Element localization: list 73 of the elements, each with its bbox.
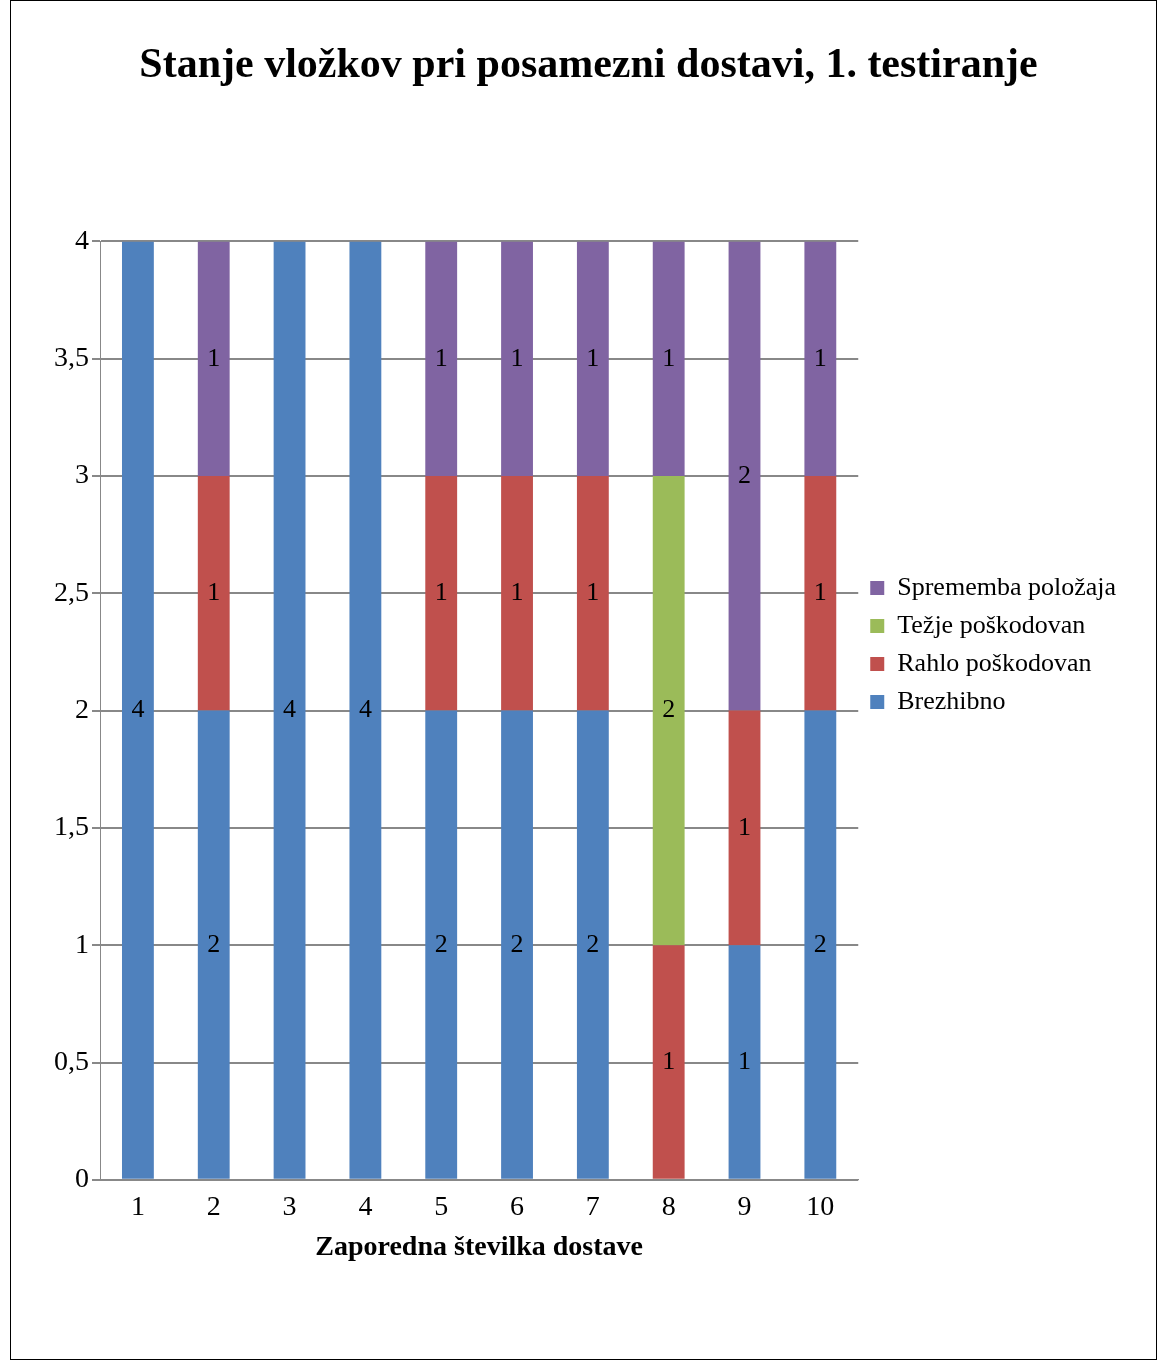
data-label: 1 [510,577,524,607]
bar [197,476,230,711]
x-tick-label: 1 [130,1189,145,1221]
y-tick-label: 3,5 [54,341,89,373]
bar [728,710,761,946]
bar [728,241,761,711]
data-label: 1 [510,342,524,372]
x-tick-label: 10 [806,1189,835,1221]
bar [425,476,458,711]
data-label: 2 [738,459,752,489]
bar [804,710,837,1179]
data-label: 1 [738,1045,752,1075]
data-label: 2 [434,928,448,958]
y-tick-label: 0,5 [54,1044,89,1076]
x-tick-label: 3 [282,1189,297,1221]
y-tick-label: 0 [75,1162,89,1194]
bar [121,241,154,1179]
y-tick-label: 1 [75,927,89,959]
bar [652,945,685,1179]
data-label: 2 [207,928,221,958]
x-axis-title: Zaporedna številka dostave [315,1230,643,1262]
bar [425,710,458,1179]
bar [425,241,458,476]
bar [576,241,609,476]
bar [652,476,685,946]
bar [804,241,837,476]
data-label: 1 [207,577,221,607]
x-tick-label: 4 [358,1189,373,1221]
bar [728,945,761,1179]
data-label: 2 [813,928,827,958]
data-label: 1 [434,342,448,372]
data-label: 4 [358,693,372,723]
y-tick-label: 2 [75,692,89,724]
x-tick-label: 5 [434,1189,449,1221]
bar [197,710,230,1179]
data-label: 4 [283,693,297,723]
data-label: 2 [662,694,676,724]
y-tick-label: 4 [75,223,89,255]
bar [804,476,837,711]
legend-label: Rahlo poškodovan [897,647,1092,677]
bar [501,710,533,1179]
x-tick-label: 9 [737,1189,752,1221]
x-tick-label: 2 [206,1189,221,1221]
legend-label: Sprememba položaja [897,571,1117,601]
data-label: 1 [586,577,600,607]
x-tick-label: 6 [510,1189,525,1221]
bar [576,710,609,1179]
bar [273,241,306,1179]
x-tick-label: 8 [661,1189,676,1221]
legend-label: Težje poškodovan [897,609,1086,639]
legend-label: Brezhibno [897,685,1006,715]
data-label: 1 [738,811,752,841]
data-label: 1 [813,342,827,372]
data-label: 1 [434,577,448,607]
bar [349,241,382,1179]
y-tick-label: 3 [75,458,89,490]
data-label: 1 [662,342,676,372]
data-label: 1 [207,342,221,372]
bar [576,476,609,711]
data-label: 1 [662,1045,676,1075]
data-label: 1 [586,342,600,372]
bar [501,241,533,476]
bar [501,476,533,711]
bar [197,241,230,476]
data-label: 2 [586,928,600,958]
bar [652,241,685,476]
y-tick-label: 2,5 [54,575,89,607]
chart-title: Stanje vložkov pri posamezni dostavi, 1. testiranje [139,40,1038,87]
y-tick-label: 1,5 [54,810,89,842]
data-label: 2 [510,928,524,958]
x-tick-label: 7 [585,1189,600,1221]
data-label: 4 [131,693,145,723]
data-label: 1 [813,577,827,607]
